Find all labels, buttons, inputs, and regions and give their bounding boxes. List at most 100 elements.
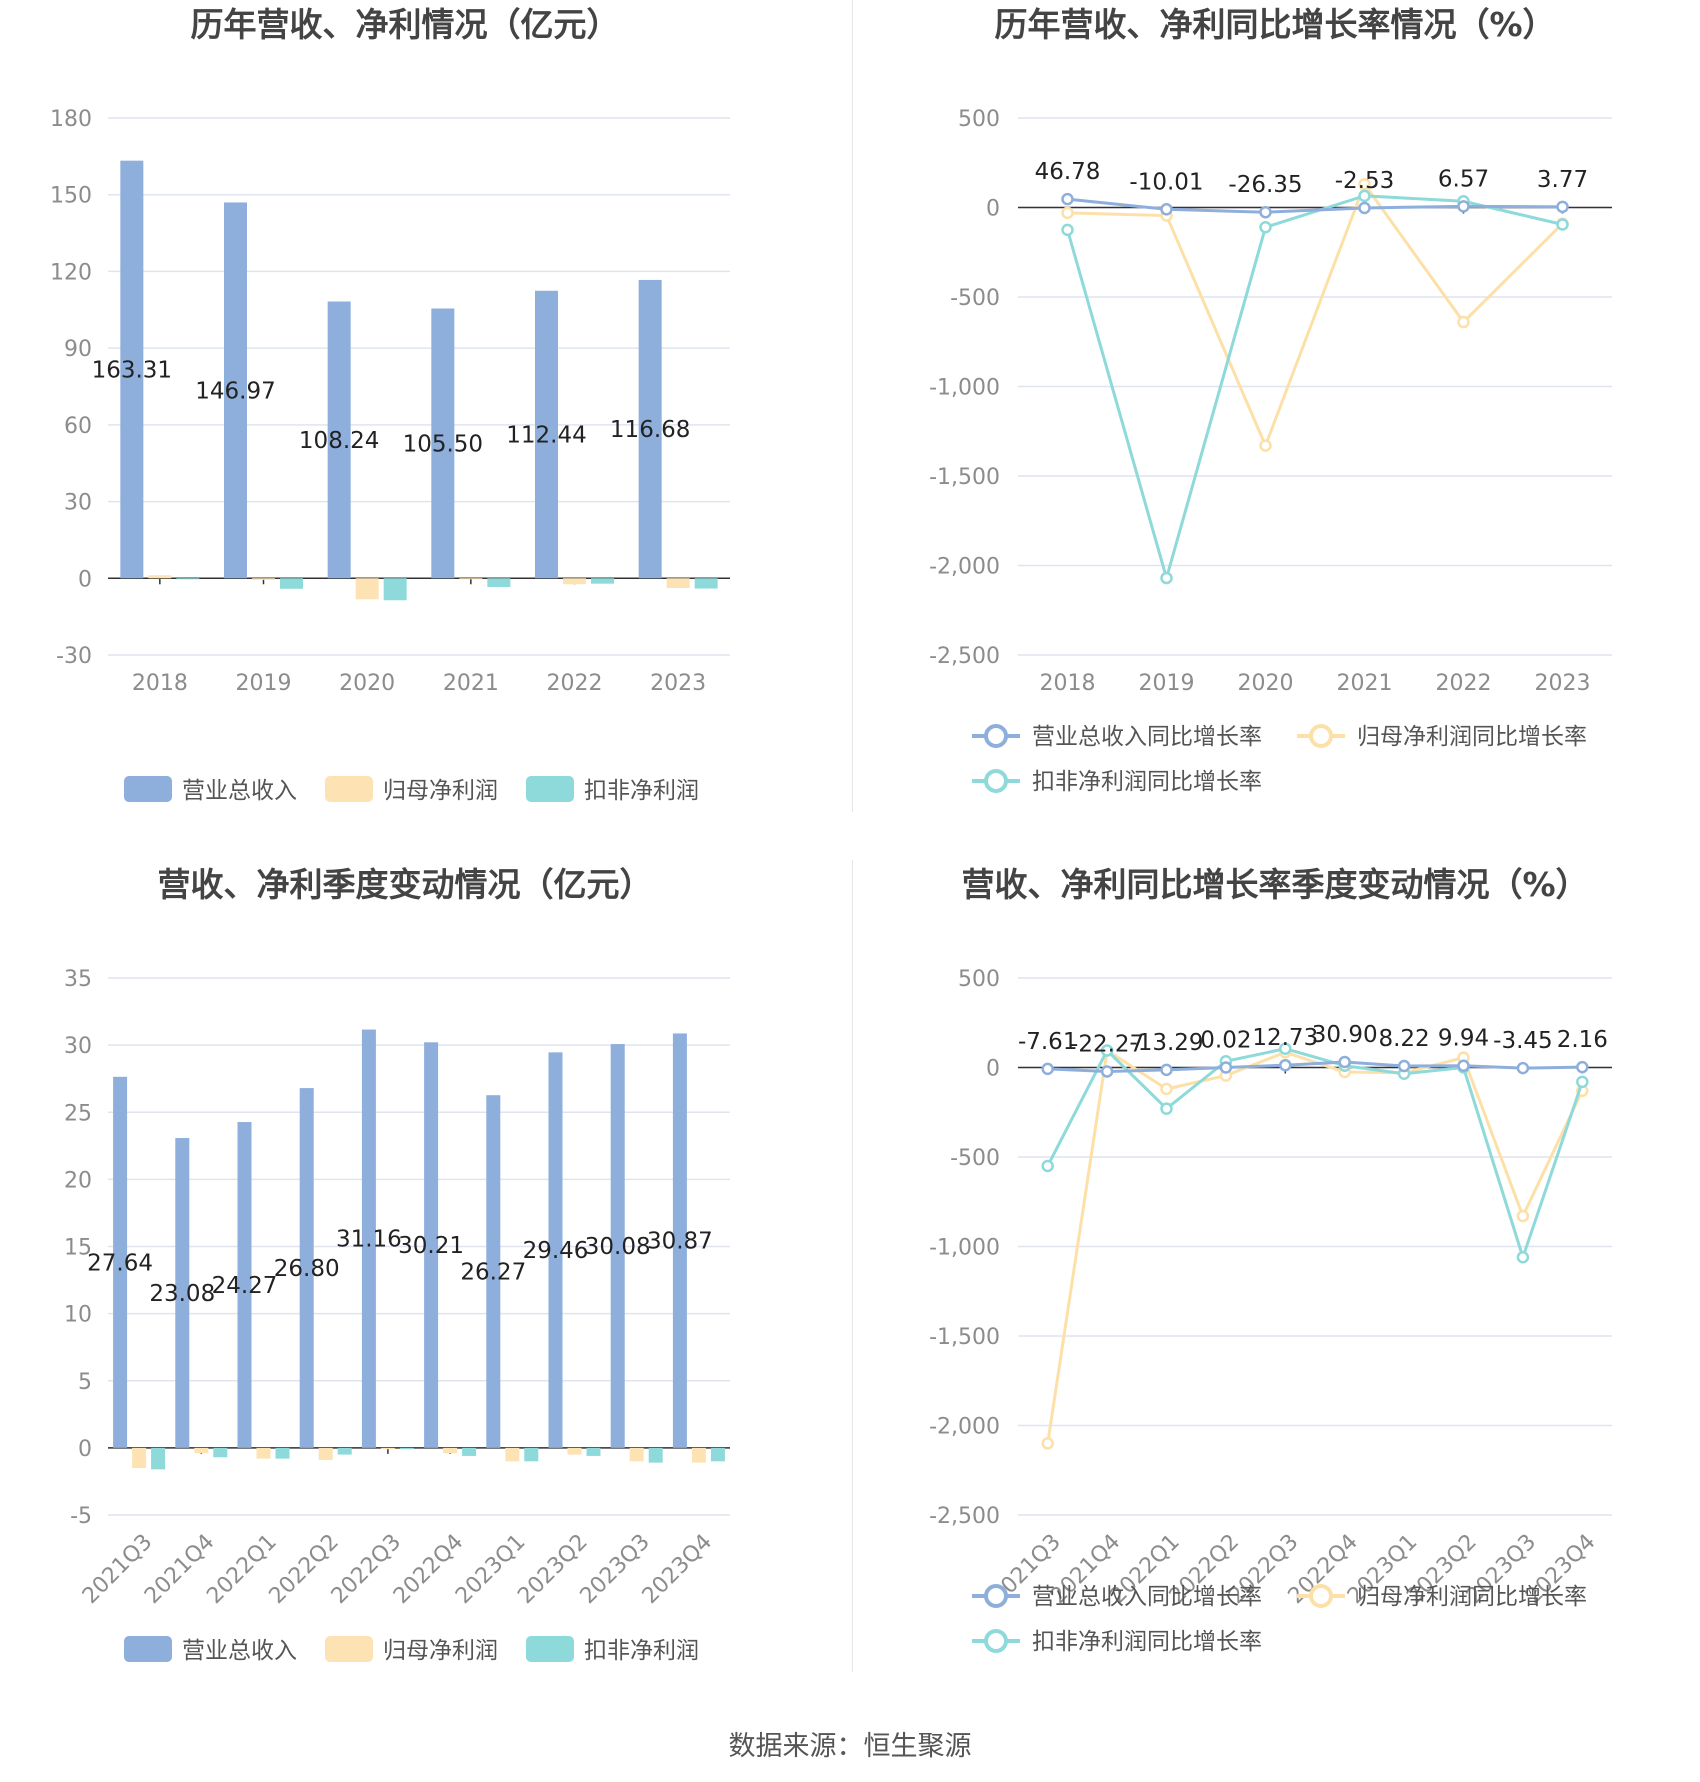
y-tick-label: 30	[64, 1034, 92, 1059]
legend-marker-1	[1309, 1584, 1333, 1608]
y-tick-label: -1,000	[929, 376, 1000, 401]
bar-revenue	[431, 308, 455, 579]
point-revenue-growth	[1100, 1065, 1114, 1078]
bar-net-profit	[148, 575, 172, 579]
point-deducted-profit-growth	[1358, 189, 1371, 203]
point-revenue-growth	[1160, 203, 1173, 216]
bar-deducted-profit	[648, 1447, 663, 1463]
bar-net-profit	[567, 1447, 582, 1455]
annual-growth-rate-chart: 历年营收、净利同比增长率情况（%） 500 0 -500 -1,000 -1,500 -2,…	[929, 5, 1612, 795]
legend-marker-1	[1309, 724, 1333, 748]
bar-deducted-profit	[586, 1447, 601, 1456]
x-tick-label: 2023	[1535, 671, 1591, 696]
legend-marker-0	[984, 1584, 1008, 1608]
bar-revenue	[610, 1044, 625, 1448]
bar-revenue	[299, 1088, 314, 1448]
data-label-revenue-growth: 3.77	[1537, 167, 1588, 193]
chart-title: 营收、净利同比增长率季度变动情况（%）	[961, 865, 1588, 904]
legend-swatch-2	[526, 1636, 574, 1662]
x-tick-label: 2021	[1337, 671, 1393, 696]
x-tick-label: 2022	[547, 671, 603, 696]
bar-revenue	[361, 1029, 376, 1448]
data-label-revenue: 108.24	[299, 428, 379, 454]
data-label-revenue-growth: -13.29	[1129, 1030, 1203, 1056]
x-tick-label: 2018	[132, 671, 188, 696]
data-label-revenue: 23.08	[149, 1281, 215, 1307]
point-deducted-profit-growth	[1061, 223, 1074, 237]
bar-net-profit	[629, 1447, 644, 1462]
data-label-revenue: 26.27	[460, 1260, 526, 1286]
bar-deducted-profit	[176, 578, 200, 580]
y-tick-label: 180	[50, 107, 92, 132]
y-tick-label: 90	[64, 337, 92, 362]
legend-label-1: 归母净利润同比增长率	[1357, 724, 1587, 750]
legend-marker-2	[984, 769, 1008, 793]
data-label-revenue: 30.87	[647, 1229, 713, 1255]
bar-net-profit	[563, 578, 586, 585]
data-label-revenue-growth: -10.01	[1129, 169, 1203, 195]
point-revenue-growth	[1516, 1061, 1530, 1075]
point-net-profit-growth	[1358, 177, 1371, 191]
bar-revenue	[113, 1076, 128, 1448]
data-label-revenue-growth: -3.45	[1493, 1028, 1553, 1054]
point-deducted-profit-growth	[1160, 1102, 1173, 1115]
legend-swatch-1	[325, 1636, 373, 1662]
point-revenue-growth	[1041, 1062, 1054, 1076]
bar-deducted-profit	[151, 1447, 166, 1470]
bar-deducted-profit	[213, 1447, 228, 1458]
bar-deducted-profit	[591, 578, 614, 584]
y-tick-label: -1,500	[929, 1325, 1000, 1350]
bar-revenue	[535, 290, 558, 579]
point-revenue-growth	[1457, 1059, 1470, 1072]
bar-net-profit	[691, 1447, 706, 1463]
point-deducted-profit-growth	[1516, 1250, 1530, 1264]
point-revenue-growth	[1397, 1059, 1411, 1073]
data-label-revenue-growth: 2.16	[1557, 1027, 1608, 1053]
legend-marker-2	[984, 1629, 1008, 1653]
legend-label-2: 扣非净利润同比增长率	[1032, 1629, 1262, 1655]
point-revenue-growth	[1259, 205, 1272, 219]
bar-net-profit	[443, 1447, 458, 1454]
series-line-revenue-growth	[1047, 1060, 1583, 1073]
point-deducted-profit-growth	[1556, 218, 1569, 231]
point-revenue-growth	[1358, 201, 1371, 215]
bar-deducted-profit	[399, 1447, 414, 1450]
data-label-revenue-growth: 12.73	[1252, 1025, 1318, 1051]
point-net-profit-growth	[1061, 206, 1074, 220]
point-net-profit-growth	[1259, 439, 1272, 452]
data-label-revenue: 29.46	[523, 1238, 589, 1264]
data-label-revenue-growth: 30.90	[1312, 1022, 1378, 1048]
bar-revenue	[548, 1052, 563, 1448]
data-source-name: 恒生聚源	[863, 1731, 972, 1762]
x-tick-label: 2020	[339, 671, 395, 696]
point-revenue-growth	[1556, 200, 1569, 214]
bar-net-profit	[380, 1447, 395, 1450]
point-net-profit-growth	[1041, 1437, 1054, 1450]
y-tick-label: 35	[64, 967, 92, 992]
data-label-revenue-growth: -26.35	[1228, 172, 1302, 198]
x-tick-label: 2020	[1238, 671, 1294, 696]
y-tick-label: -500	[950, 286, 1000, 311]
y-tick-label: 0	[986, 1057, 1000, 1082]
y-tick-label: -2,500	[929, 644, 1000, 669]
bar-revenue	[486, 1095, 501, 1448]
bar-revenue	[120, 160, 144, 579]
bar-net-profit	[505, 1447, 520, 1462]
y-tick-label: 10	[64, 1303, 92, 1328]
data-label-revenue: 30.21	[398, 1233, 464, 1259]
point-revenue-growth	[1576, 1060, 1589, 1074]
bar-deducted-profit	[383, 578, 407, 601]
x-tick-label: 2018	[1040, 671, 1096, 696]
x-tick-label: 2019	[236, 671, 292, 696]
data-label-revenue: 116.68	[610, 417, 690, 443]
y-tick-label: 20	[64, 1168, 92, 1193]
data-source-label: 数据来源：	[728, 1731, 864, 1762]
y-tick-label: 120	[50, 260, 92, 285]
legend-label-0: 营业总收入同比增长率	[1032, 1584, 1262, 1610]
legend-label-2: 扣非净利润	[584, 1638, 699, 1664]
series-line-deducted-profit-growth	[1046, 1047, 1584, 1263]
point-deducted-profit-growth	[1041, 1159, 1054, 1173]
point-revenue-growth	[1061, 192, 1074, 206]
quarterly-revenue-profit-panel: 营收、净利季度变动情况（亿元） 35 30 25 20 15 10 5 0 -5 2021Q3 27.…	[0, 860, 850, 1730]
y-tick-label: -1,500	[929, 465, 1000, 490]
